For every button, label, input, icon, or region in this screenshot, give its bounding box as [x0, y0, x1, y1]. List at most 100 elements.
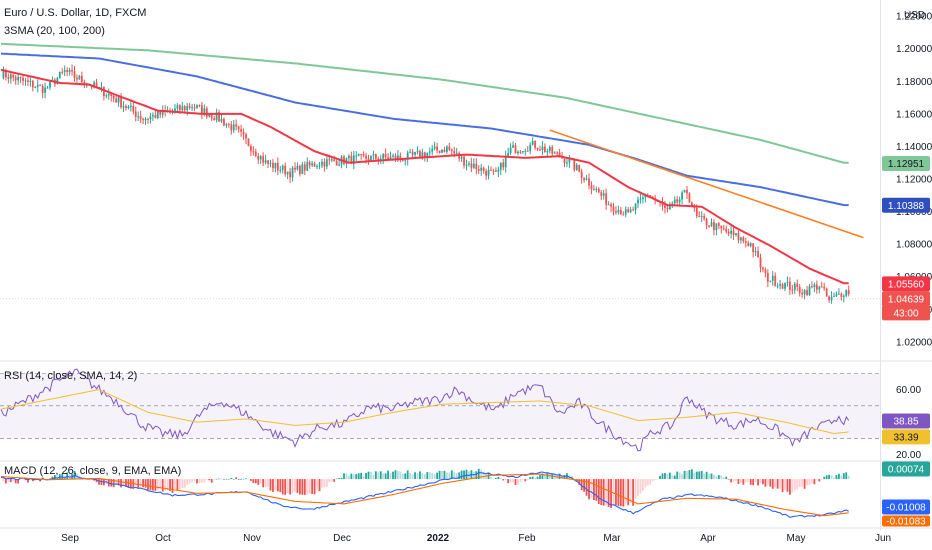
macd-histogram-bar	[458, 472, 461, 480]
candle-body	[154, 115, 157, 119]
candle-body	[397, 155, 399, 160]
candle-body	[127, 106, 130, 109]
macd-histogram-bar	[774, 479, 777, 488]
candle-body	[178, 105, 181, 110]
macd-histogram-bar	[289, 479, 291, 495]
macd-indicator-label[interactable]: MACD (12, 26, close, 9, EMA, EMA)	[4, 465, 182, 477]
macd-histogram-bar	[842, 473, 845, 480]
rsi-indicator-label[interactable]: RSI (14, close, SMA, 14, 2)	[4, 370, 138, 382]
candle-body	[134, 111, 137, 117]
macd-histogram-bar	[715, 476, 718, 480]
candle-body	[460, 156, 463, 159]
candle-body	[142, 119, 144, 121]
candle-body	[602, 193, 605, 196]
candle-body	[5, 69, 7, 78]
macd-histogram-bar	[492, 478, 495, 480]
candle-body	[294, 167, 296, 170]
candle-body	[588, 178, 590, 186]
candle-body	[49, 80, 51, 88]
candle-body	[526, 150, 529, 152]
close-price-badge: 1.04639	[888, 294, 925, 305]
candle-body	[490, 169, 492, 171]
macd-histogram-bar	[382, 473, 385, 480]
macd-histogram-bar	[291, 479, 294, 494]
macd-histogram-bar	[737, 479, 740, 484]
price-pane[interactable]	[0, 42, 880, 304]
macd-histogram-bar	[678, 472, 681, 480]
candle-body	[254, 151, 257, 156]
macd-histogram-bar	[700, 471, 703, 480]
candle-body	[421, 152, 424, 158]
candle-body	[372, 154, 375, 156]
candle-body	[828, 296, 830, 301]
candle-body	[553, 152, 556, 154]
candle-body	[419, 150, 421, 158]
candle-body	[605, 193, 608, 205]
candle-body	[220, 119, 223, 122]
candle-body	[438, 150, 441, 153]
candle-body	[384, 154, 387, 158]
macd-histogram-bar	[754, 479, 757, 482]
macd-histogram-bar	[311, 479, 314, 494]
candle-body	[348, 155, 350, 159]
macd-histogram-bar	[607, 479, 610, 507]
candle-body	[58, 71, 61, 79]
time-tick-label: Nov	[243, 533, 261, 544]
candle-body	[404, 159, 407, 161]
macd-histogram-bar	[213, 479, 216, 480]
price-tick-label: 1.22000	[896, 12, 932, 23]
macd-histogram-bar	[171, 479, 174, 494]
candle-body	[838, 293, 840, 295]
macd-histogram-bar	[387, 470, 389, 480]
macd-histogram-bar	[183, 479, 186, 488]
candle-body	[147, 118, 149, 120]
candle-body	[698, 216, 701, 218]
candle-body	[115, 98, 118, 103]
macd-histogram-bar	[269, 479, 272, 491]
candle-body	[325, 159, 328, 167]
macd-histogram-bar	[806, 479, 808, 486]
sma-indicator-label[interactable]: 3SMA (20, 100, 200)	[4, 25, 105, 37]
macd-histogram-bar	[632, 479, 634, 506]
candle-body	[771, 275, 774, 281]
candle-body	[823, 286, 826, 289]
rsi-value-badge: 38.85	[893, 417, 918, 428]
candle-body	[531, 140, 534, 145]
candle-body	[703, 215, 706, 219]
macd-pane[interactable]	[0, 468, 850, 519]
candle-body	[389, 156, 392, 160]
candle-body	[27, 80, 29, 82]
candle-body	[847, 290, 850, 295]
candle-body	[627, 209, 630, 213]
macd-histogram-bar	[495, 477, 497, 480]
rsi-tick-label: 20.00	[896, 450, 921, 461]
candle-body	[95, 82, 98, 88]
macd-histogram-bar	[149, 479, 152, 491]
candle-body	[237, 126, 240, 130]
candle-body	[240, 129, 242, 132]
candle-body	[634, 203, 637, 211]
macd-histogram-bar	[152, 479, 154, 491]
macd-histogram-bar	[137, 479, 140, 488]
candle-body	[39, 84, 42, 86]
macd-histogram-bar	[691, 469, 693, 480]
candle-body	[183, 106, 186, 111]
candle-body	[276, 162, 279, 171]
candle-body	[245, 134, 247, 139]
candle-body	[93, 82, 95, 88]
macd-histogram-bar	[220, 478, 223, 480]
rsi-pane[interactable]	[0, 368, 880, 452]
macd-histogram-bar	[708, 473, 710, 480]
macd-histogram-bar	[323, 479, 326, 488]
macd-histogram-bar	[791, 479, 794, 493]
sma100-line	[0, 52, 849, 207]
price-tick-label: 1.12000	[896, 175, 932, 186]
candle-body	[318, 165, 321, 167]
candle-body	[272, 162, 274, 169]
price-tick-label: 1.16000	[896, 109, 932, 120]
macd-histogram-bar	[480, 469, 483, 480]
macd-histogram-bar	[597, 479, 600, 505]
macd-histogram-bar	[497, 476, 500, 480]
macd-histogram-bar	[446, 472, 448, 480]
